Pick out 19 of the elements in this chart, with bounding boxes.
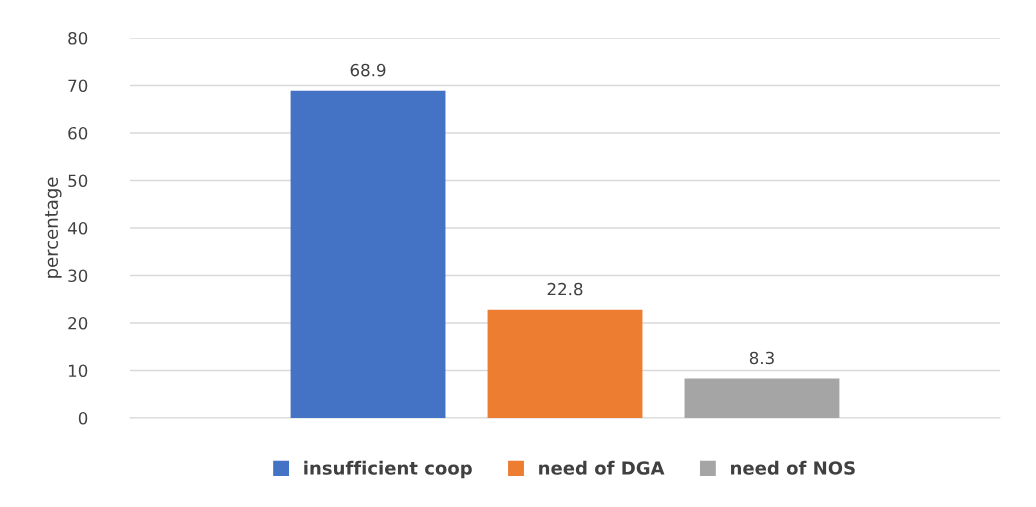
bar [684,378,840,418]
y-tick-label: 60 [68,126,88,140]
data-label: 68.9 [350,63,386,77]
y-tick-label: 0 [78,411,88,425]
y-tick-label: 50 [68,174,88,188]
data-label: 8.3 [749,351,774,365]
y-tick-label: 70 [68,79,88,93]
y-tick-label: 30 [68,269,88,283]
y-axis-title: percentage [45,177,62,278]
data-label: 22.8 [547,282,583,296]
legend-label: need of DGA [539,460,665,475]
y-tick-label: 40 [67,221,88,235]
bar [290,90,446,418]
legend-label: need of NOS [731,460,855,475]
bar [487,309,643,418]
y-tick-label: 80 [68,31,88,45]
y-tick-label: 10 [68,364,88,378]
legend-label: insufficient coop [304,460,472,479]
y-tick-label: 20 [68,316,88,330]
